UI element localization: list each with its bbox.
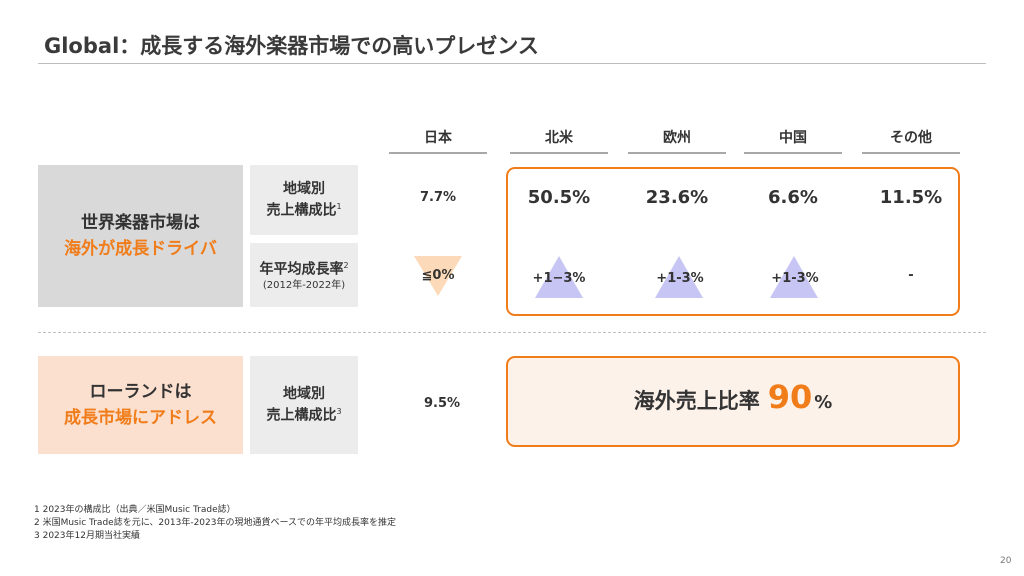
footnote-3: 3 2023年12月期当社実績	[34, 531, 140, 541]
cagr-label: 年平均成長率	[259, 261, 344, 278]
column-rule-other	[862, 152, 960, 154]
column-rule-north-america	[510, 152, 608, 154]
share-value-north-america: 50.5%	[527, 187, 591, 208]
column-rule-china	[744, 152, 842, 154]
column-rule-europe	[628, 152, 726, 154]
footnote-ref-1: 1	[336, 202, 342, 212]
overseas-ratio-value: 90	[767, 378, 813, 416]
share-value-japan: 7.7%	[419, 190, 457, 205]
world-market-line1: 世界楽器市場は	[81, 213, 200, 233]
footnote-ref-2: 2	[343, 261, 349, 271]
roland-line1: ローランドは	[89, 382, 192, 402]
column-header-china: 中国	[779, 130, 807, 146]
world-market-box: 世界楽器市場は 海外が成長ドライバ	[38, 165, 243, 307]
roland-line2: 成長市場にアドレス	[64, 408, 217, 428]
roland-share-label-box: 地域別 売上構成比3	[250, 356, 358, 454]
column-header-north-america: 北米	[545, 130, 573, 146]
regional-share-label-box: 地域別 売上構成比1	[250, 165, 358, 235]
roland-japan-share: 9.5%	[423, 396, 461, 411]
share-value-europe: 23.6%	[645, 187, 709, 208]
up-triangle-icon	[655, 256, 703, 298]
cagr-label-box: 年平均成長率2 (2012年-2022年)	[250, 243, 358, 307]
regional-share-label-line1: 地域別	[283, 181, 325, 198]
page-number: 20	[1000, 556, 1012, 566]
up-triangle-icon	[770, 256, 818, 298]
overseas-ratio-label: 海外売上比率	[633, 389, 760, 413]
cagr-value-china: +1-3%	[771, 271, 819, 286]
footnote-2: 2 米国Music Trade誌を元に、2013年-2023年の現地通貨ベースで…	[34, 518, 397, 528]
column-header-japan: 日本	[424, 130, 452, 146]
footnote-1: 1 2023年の構成比（出典／米国Music Trade誌）	[34, 505, 236, 515]
overseas-ratio-box: 海外売上比率 90 %	[506, 356, 960, 447]
cagr-value-other: -	[908, 268, 914, 283]
share-value-other: 11.5%	[879, 187, 943, 208]
footnote-ref-3: 3	[336, 407, 342, 417]
cagr-value-europe: +1-3%	[656, 271, 704, 286]
world-market-line2: 海外が成長ドライバ	[64, 239, 217, 259]
cagr-value-north-america: +1−3%	[532, 271, 586, 286]
cagr-value-japan: ≦0%	[421, 268, 455, 283]
cagr-period: (2012年-2022年)	[262, 279, 346, 291]
column-rule-japan	[389, 152, 487, 154]
title-divider	[38, 63, 986, 64]
page-title: Global：成長する海外楽器市場での高いプレゼンス	[44, 34, 539, 58]
roland-share-label-line2: 売上構成比	[266, 407, 337, 424]
column-header-europe: 欧州	[663, 130, 691, 146]
regional-share-label-line2: 売上構成比	[266, 202, 337, 219]
overseas-ratio-unit: %	[814, 392, 833, 413]
down-triangle-icon	[414, 256, 462, 296]
column-header-other: その他	[890, 130, 932, 146]
share-value-china: 6.6%	[768, 187, 818, 208]
section-divider	[38, 332, 986, 333]
roland-box: ローランドは 成長市場にアドレス	[38, 356, 243, 454]
roland-share-label-line1: 地域別	[283, 386, 325, 403]
up-triangle-icon	[535, 256, 583, 298]
overseas-highlight-frame	[506, 167, 960, 316]
